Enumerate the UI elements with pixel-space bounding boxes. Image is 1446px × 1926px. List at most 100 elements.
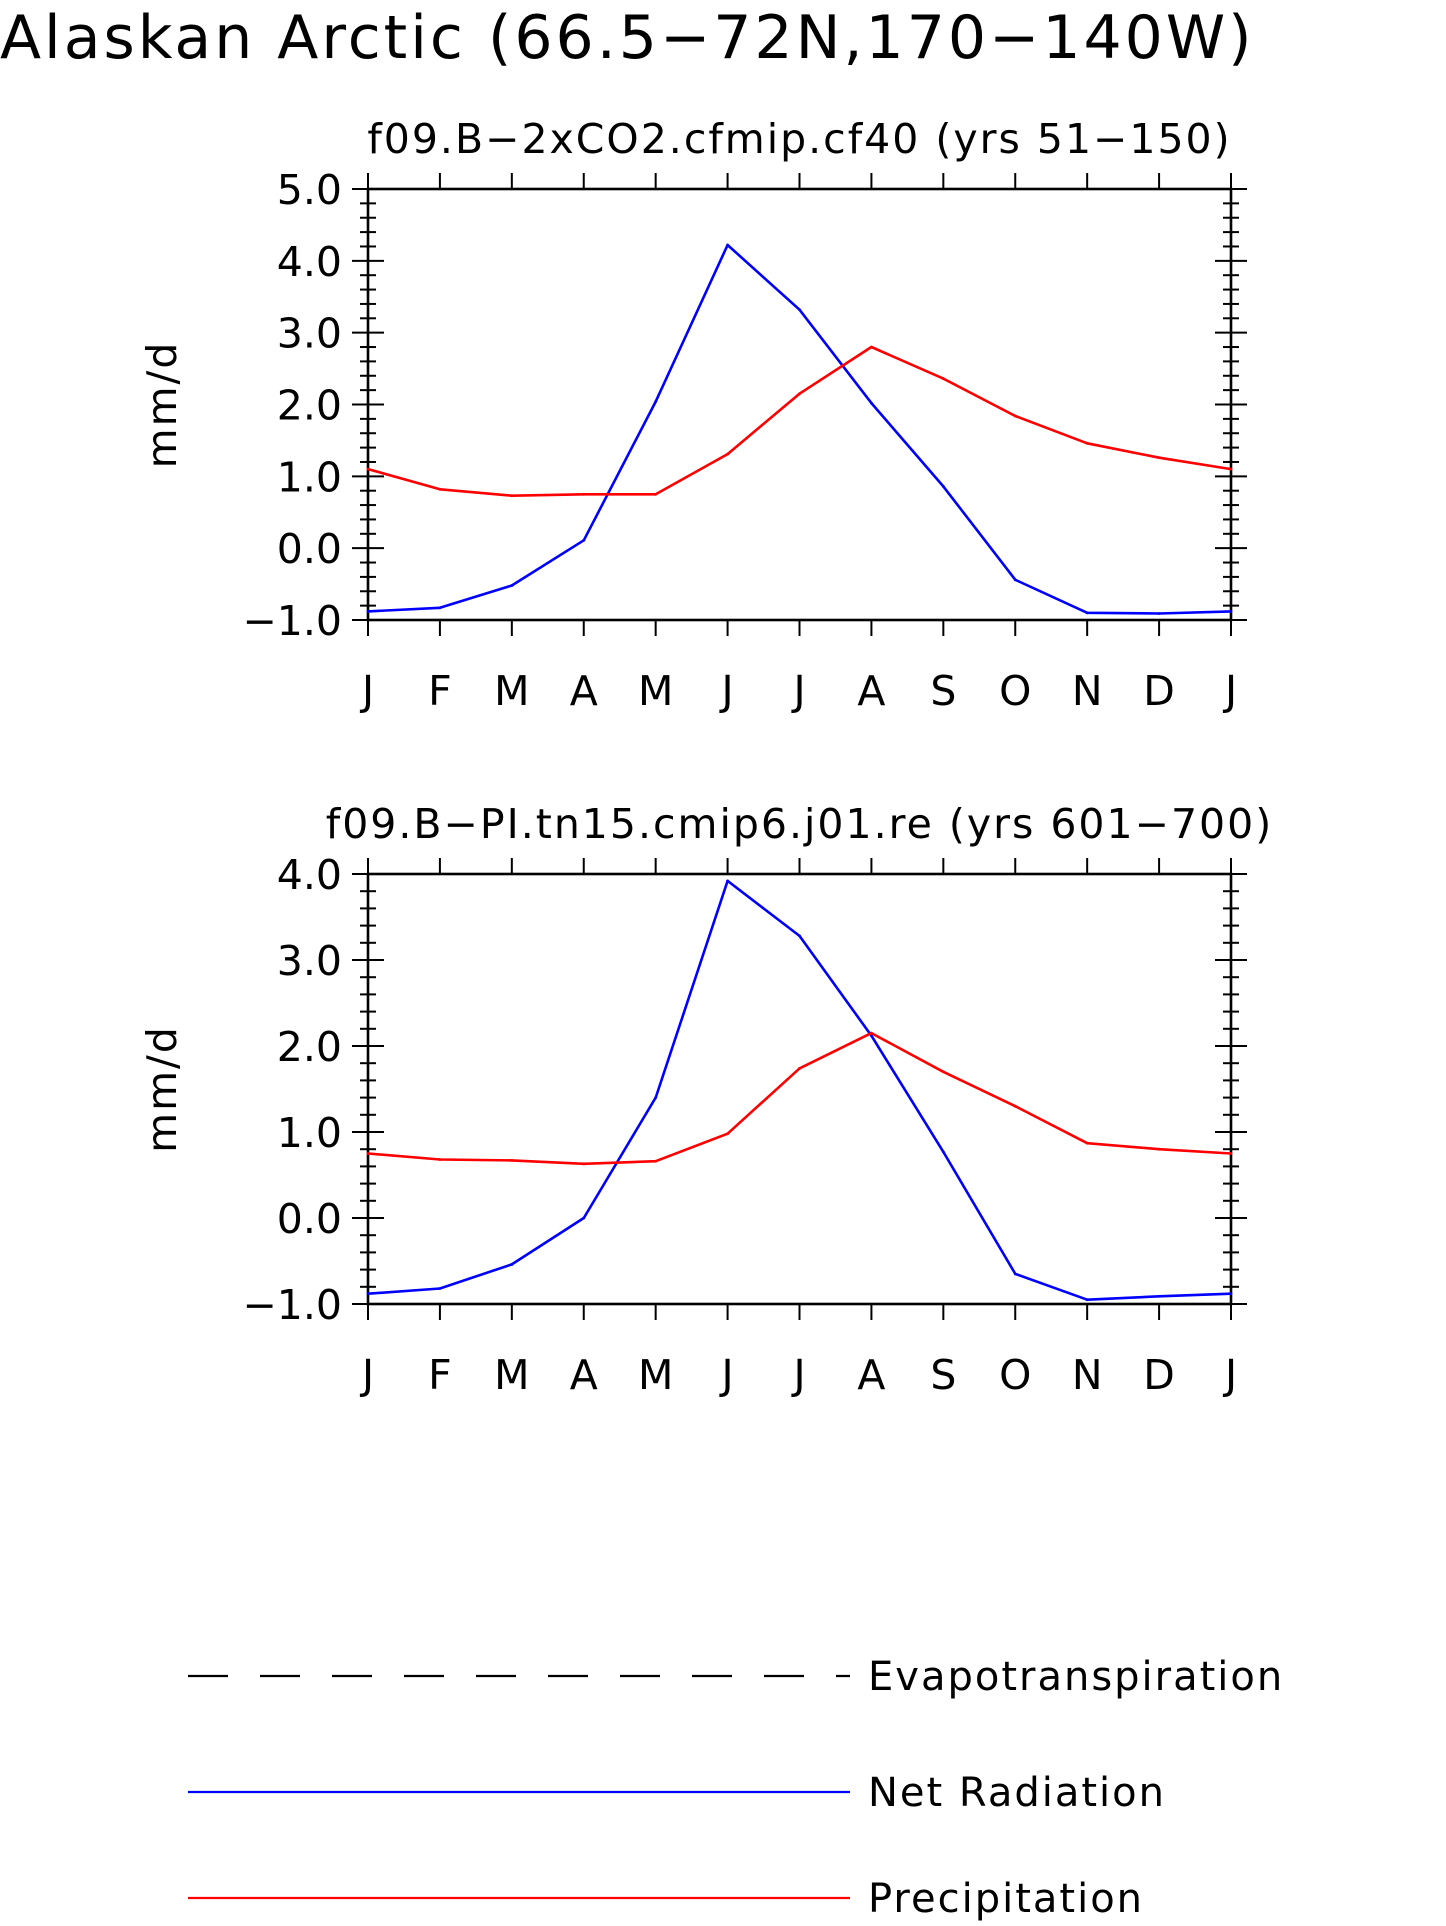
data-point-net-radiation [941,1150,945,1154]
data-point-net-radiation [870,1034,873,1038]
x-tick-label: A [857,1351,885,1399]
x-tick-label: N [1072,1351,1103,1399]
x-tick-label: J [1222,1351,1237,1399]
legend: Evapotranspiration Net Radiation Precipi… [188,1654,1284,1922]
page-title: Alaskan Arctic (66.5−72N,170−140W) [0,3,1255,73]
series-line-precipitation [367,1031,1232,1166]
data-point-net-radiation [654,1096,658,1099]
series-line-net-radiation [367,879,1232,1301]
data-point-precipitation [941,1070,945,1074]
y-axis-label: mm/d [138,341,186,469]
y-tick-label: 4.0 [277,238,342,286]
data-point-precipitation [798,392,801,396]
y-tick-label: 2.0 [277,1023,342,1071]
data-point-precipitation [798,1066,801,1070]
y-tick-label: 4.0 [277,851,342,899]
data-point-net-radiation [1013,1272,1017,1276]
data-point-precipitation [582,492,586,496]
y-tick-label: −1.0 [242,597,342,645]
data-point-net-radiation [798,934,801,938]
data-point-net-radiation [1229,1292,1233,1296]
x-tick-label: J [790,1351,805,1399]
y-tick-label: 1.0 [277,1109,342,1157]
x-tick-label: M [494,667,529,715]
chart-panel-bottom: f09.B−PI.tn15.cmip6.j01.re (yrs 601−700)… [138,800,1273,1399]
x-tick-label: M [494,1351,529,1399]
legend-item-net-radiation: Net Radiation [188,1770,1166,1816]
data-point-net-radiation [582,1216,586,1220]
data-point-net-radiation [1229,609,1233,613]
x-tick-label: J [359,1351,374,1399]
legend-item-precipitation: Precipitation [188,1876,1144,1922]
y-axis-label: mm/d [138,1025,186,1153]
x-tick-label: F [428,1351,452,1399]
x-tick-label: S [930,667,956,715]
y-tick-label: 1.0 [277,453,342,501]
data-point-precipitation [510,1158,514,1162]
x-tick-label: M [638,667,673,715]
data-point-net-radiation [654,400,658,404]
x-tick-label: J [719,667,734,715]
x-tick-label: J [359,667,374,715]
y-tick-label: 2.0 [277,382,342,430]
data-point-net-radiation [1157,1294,1161,1298]
data-point-precipitation [726,1132,729,1136]
x-tick-label: J [790,667,805,715]
data-point-net-radiation [1085,1298,1089,1302]
x-tick-label: M [638,1351,673,1399]
plot-frame [366,872,1233,1306]
series-line-net-radiation [367,243,1232,615]
data-point-net-radiation [366,609,370,613]
data-point-precipitation [438,487,442,491]
x-tick-label: A [570,667,598,715]
y-tick-label: −1.0 [242,1281,342,1329]
legend-label-evapotranspiration: Evapotranspiration [868,1654,1284,1700]
plot-frame [366,187,1233,622]
data-point-precipitation [654,492,658,496]
y-tick-label: 0.0 [277,525,342,573]
x-tick-label: J [719,1351,734,1399]
data-point-net-radiation [1085,611,1089,615]
data-point-precipitation [582,1162,586,1166]
data-point-precipitation [1157,1147,1161,1151]
data-point-net-radiation [438,606,442,610]
data-point-net-radiation [438,1287,442,1290]
data-point-net-radiation [510,584,514,587]
data-point-precipitation [438,1158,442,1161]
x-tick-label: D [1143,667,1175,715]
x-tick-label: A [570,1351,598,1399]
x-tick-label: N [1072,667,1103,715]
y-tick-label: 3.0 [277,937,342,985]
data-point-precipitation [1229,467,1233,471]
data-point-precipitation [510,494,514,498]
x-tick-label: A [857,667,885,715]
data-point-net-radiation [1013,578,1017,582]
data-point-precipitation [941,377,945,381]
legend-label-precipitation: Precipitation [868,1876,1144,1922]
data-point-precipitation [1085,1141,1089,1145]
data-point-net-radiation [870,401,873,405]
x-tick-label: F [428,667,452,715]
y-tick-label: 0.0 [277,1195,342,1243]
chart-title: f09.B−2xCO2.cfmip.cf40 (yrs 51−150) [367,115,1231,163]
x-tick-label: S [930,1351,956,1399]
legend-label-net-radiation: Net Radiation [868,1770,1166,1816]
data-point-net-radiation [726,243,729,247]
series-line-precipitation [367,345,1232,498]
data-point-precipitation [366,1152,370,1155]
chart-panel-top: f09.B−2xCO2.cfmip.cf40 (yrs 51−150) −1.0 0… [138,115,1247,715]
data-point-precipitation [870,1031,873,1035]
data-point-net-radiation [510,1263,514,1266]
data-point-net-radiation [582,538,586,542]
x-tick-label: D [1143,1351,1175,1399]
data-point-precipitation [654,1159,658,1163]
data-point-precipitation [726,452,729,456]
y-tick-label: 5.0 [277,166,342,214]
data-point-precipitation [870,345,873,349]
data-point-net-radiation [366,1292,370,1296]
chart-title: f09.B−PI.tn15.cmip6.j01.re (yrs 601−700) [326,800,1273,848]
data-point-net-radiation [726,879,729,883]
data-point-precipitation [366,467,370,471]
data-point-precipitation [1013,414,1017,418]
